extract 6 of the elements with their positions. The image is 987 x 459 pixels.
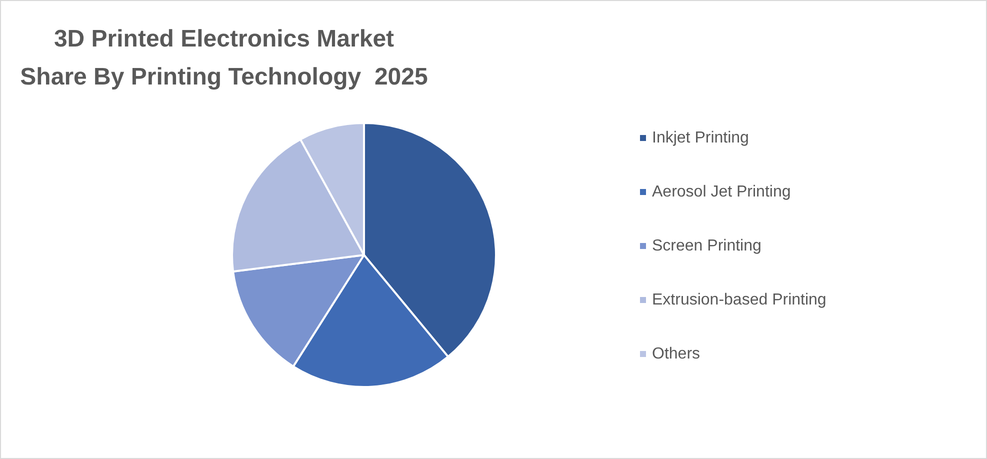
legend-label: Aerosol Jet Printing xyxy=(652,184,791,200)
legend-label: Others xyxy=(652,346,700,362)
legend-label: Screen Printing xyxy=(652,238,762,254)
legend-label: Extrusion-based Printing xyxy=(652,292,826,308)
legend-label: Inkjet Printing xyxy=(652,130,749,146)
chart-title: 3D Printed Electronics Market Share By Printing Technology 2025 xyxy=(20,26,428,90)
